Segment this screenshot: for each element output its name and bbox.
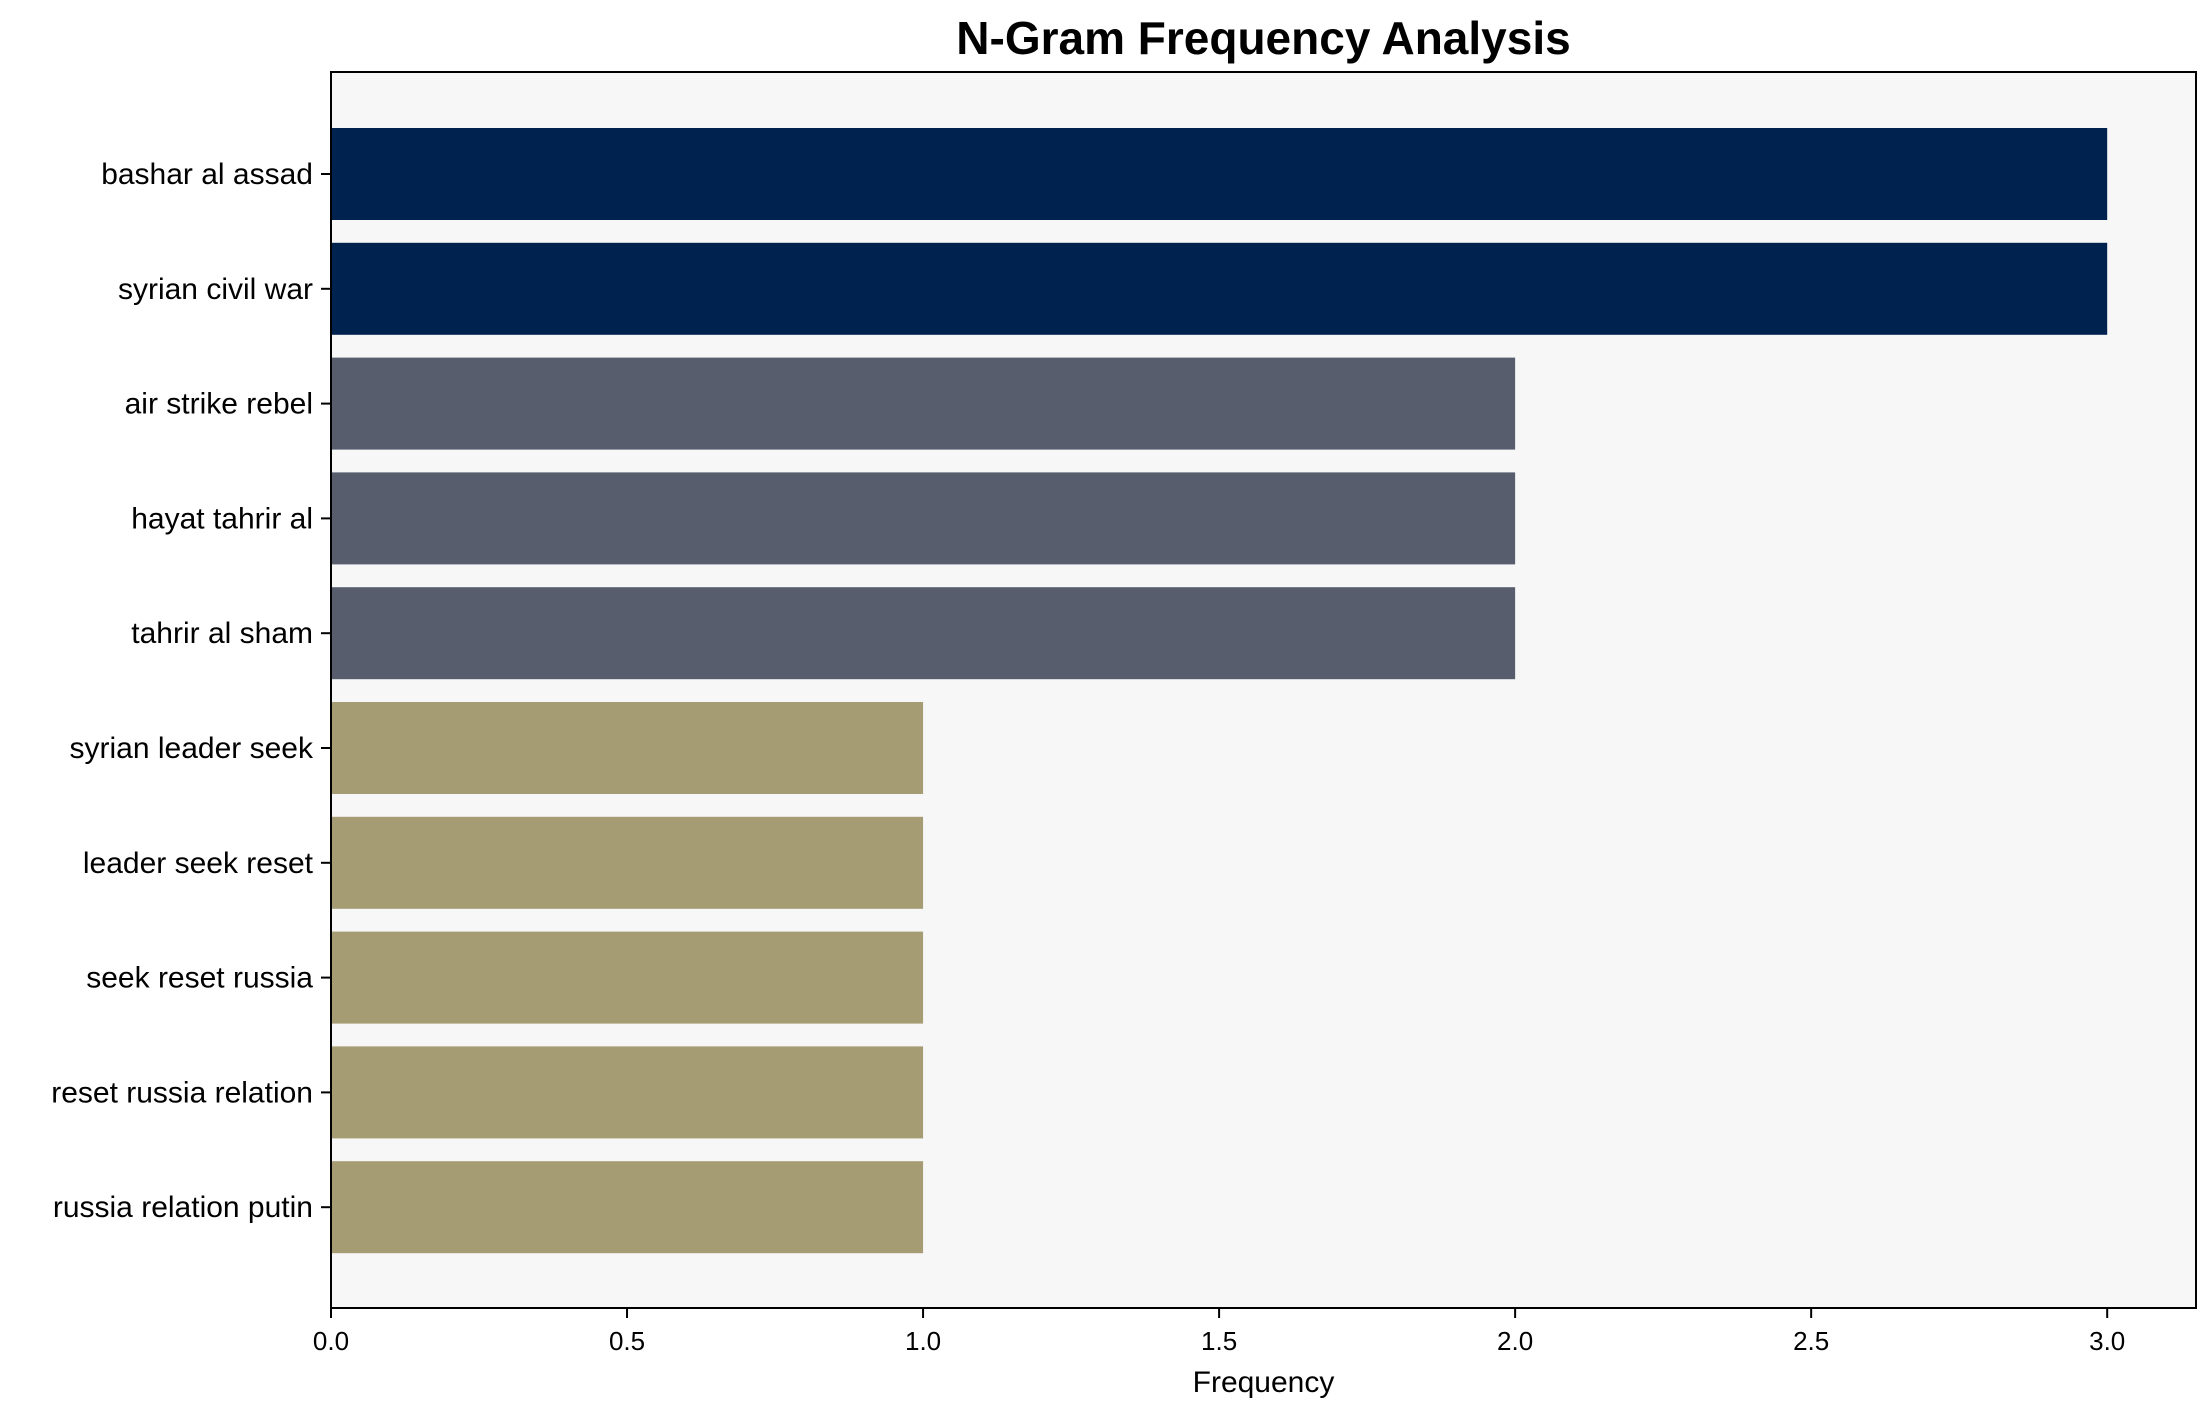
bar bbox=[331, 1046, 924, 1139]
chart-title: N-Gram Frequency Analysis bbox=[956, 12, 1570, 64]
x-tick-label: 3.0 bbox=[2089, 1326, 2125, 1356]
ticks-group: bashar al assad syrian civil war air strik… bbox=[51, 158, 2125, 1356]
y-tick-label: hayat tahrir al bbox=[131, 502, 313, 535]
x-tick-label: 1.0 bbox=[905, 1326, 941, 1356]
bar bbox=[331, 357, 1516, 450]
bar bbox=[331, 931, 924, 1024]
x-tick-label: 2.0 bbox=[1497, 1326, 1533, 1356]
y-tick-label: seek reset russia bbox=[86, 962, 313, 995]
x-tick-label: 0.5 bbox=[609, 1326, 645, 1356]
bar bbox=[331, 242, 2108, 335]
bar bbox=[331, 702, 924, 794]
y-tick-label: bashar al assad bbox=[101, 158, 313, 191]
y-tick-label: leader seek reset bbox=[83, 847, 314, 880]
y-tick-label: syrian leader seek bbox=[70, 732, 314, 765]
x-tick-label: 2.5 bbox=[1793, 1326, 1829, 1356]
y-tick-label: syrian civil war bbox=[118, 273, 313, 306]
bar bbox=[331, 472, 1516, 565]
bar bbox=[331, 1161, 924, 1254]
bars-group bbox=[331, 128, 2108, 1254]
bar bbox=[331, 587, 1516, 680]
bar bbox=[331, 128, 2108, 220]
x-axis-label: Frequency bbox=[1193, 1366, 1335, 1399]
y-tick-label: russia relation putin bbox=[53, 1191, 313, 1224]
y-tick-label: reset russia relation bbox=[51, 1076, 313, 1109]
x-tick-label: 0.0 bbox=[313, 1326, 349, 1356]
plot-frame bbox=[330, 71, 2197, 1309]
y-tick-label: air strike rebel bbox=[125, 388, 313, 421]
y-tick-label: tahrir al sham bbox=[131, 617, 313, 650]
x-tick-label: 1.5 bbox=[1201, 1326, 1237, 1356]
bar bbox=[331, 816, 924, 909]
